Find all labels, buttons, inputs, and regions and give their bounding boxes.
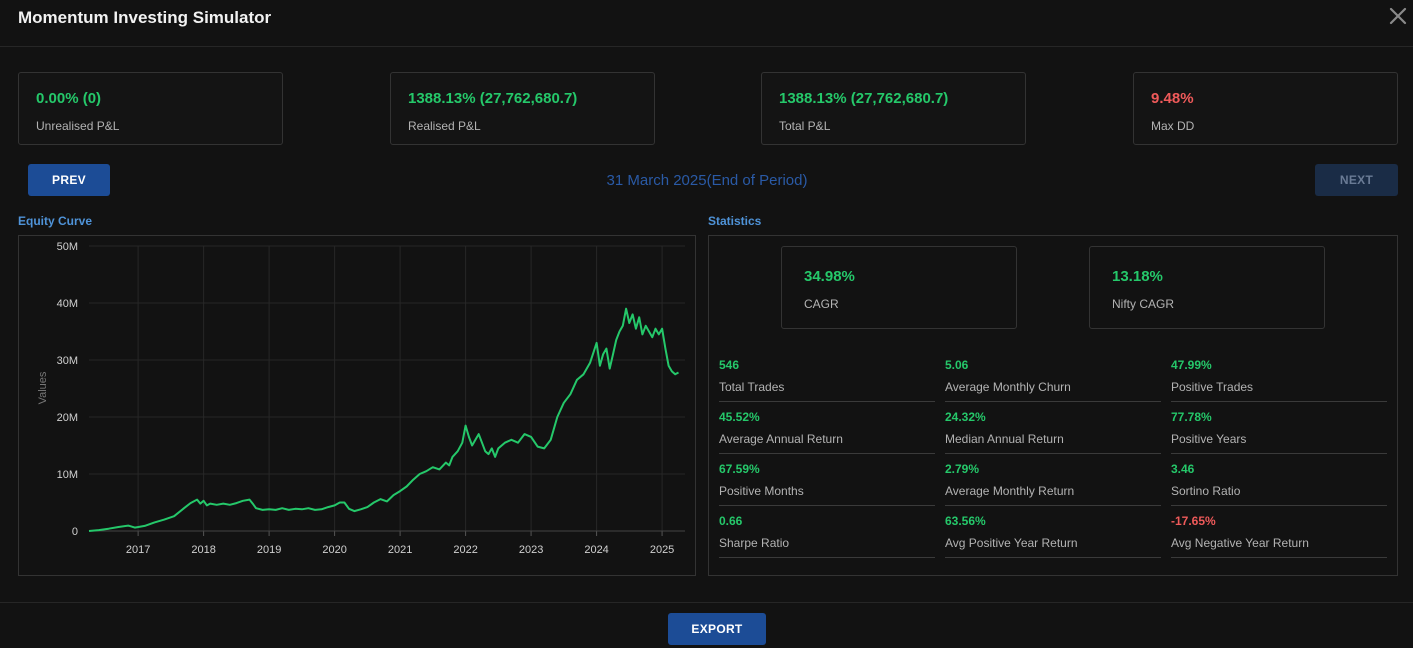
footer-divider <box>0 602 1413 603</box>
stat-value: 45.52% <box>719 410 760 424</box>
stat-positive-trades: 47.99% Positive Trades <box>1171 358 1387 402</box>
equity-chart: 0 10M 20M 30M 40M 50M 2017 2018 2019 2020 2021 2022… <box>37 241 685 556</box>
stat-sortino-ratio: 3.46 Sortino Ratio <box>1171 462 1387 506</box>
x-tick-label: 2021 <box>388 544 412 556</box>
stat-label: Positive Months <box>719 484 804 498</box>
stat-value: 546 <box>719 358 740 372</box>
statistics-title: Statistics <box>708 214 762 228</box>
x-tick-label: 2024 <box>584 544 608 556</box>
cagr-label: CAGR <box>804 297 839 311</box>
stat-sharpe-ratio: 0.66 Sharpe Ratio <box>719 514 935 558</box>
cagr-card: 34.98% CAGR <box>781 246 1017 329</box>
equity-series-line <box>88 307 679 532</box>
y-tick-label: 10M <box>57 469 78 481</box>
stat-value: 2.79% <box>945 462 980 476</box>
stat-label: Avg Positive Year Return <box>945 536 1078 550</box>
export-button[interactable]: EXPORT <box>668 613 766 645</box>
stat-average-monthly-churn: 5.06 Average Monthly Churn <box>945 358 1161 402</box>
stat-label: Positive Trades <box>1171 380 1254 394</box>
stat-label: Avg Negative Year Return <box>1171 536 1309 550</box>
max-dd-value: 9.48% <box>1151 90 1194 107</box>
stat-value: 63.56% <box>945 514 986 528</box>
stat-value: 0.66 <box>719 514 743 528</box>
equity-curve-title: Equity Curve <box>18 214 93 228</box>
equity-chart-panel: 0 10M 20M 30M 40M 50M 2017 2018 2019 2020 2021 2022… <box>18 235 696 576</box>
stat-value: 24.32% <box>945 410 986 424</box>
max-dd-label: Max DD <box>1151 119 1195 133</box>
stat-positive-months: 67.59% Positive Months <box>719 462 935 506</box>
y-axis-label: Values <box>37 371 49 404</box>
stat-average-monthly-return: 2.79% Average Monthly Return <box>945 462 1161 506</box>
y-tick-label: 0 <box>72 526 78 538</box>
nifty-cagr-value: 13.18% <box>1112 268 1163 285</box>
stat-value: 3.46 <box>1171 462 1195 476</box>
x-tick-label: 2022 <box>453 544 477 556</box>
stat-label: Average Monthly Return <box>945 484 1075 498</box>
y-tick-label: 20M <box>57 412 78 424</box>
realised-pl-card: 1388.13% (27,762,680.7) Realised P&L <box>390 72 655 145</box>
prev-button[interactable]: PREV <box>28 164 110 196</box>
stat-label: Total Trades <box>719 380 785 394</box>
x-tick-label: 2019 <box>257 544 281 556</box>
realised-pl-label: Realised P&L <box>408 119 481 133</box>
statistics-panel: 34.98% CAGR 13.18% Nifty CAGR 546 Total … <box>708 235 1398 576</box>
stat-label: Sharpe Ratio <box>719 536 790 550</box>
y-tick-label: 50M <box>57 241 78 253</box>
stat-label: Median Annual Return <box>945 432 1064 446</box>
total-pl-label: Total P&L <box>779 119 831 133</box>
stat-label: Average Annual Return <box>719 432 843 446</box>
dialog-header: Momentum Investing Simulator <box>0 0 1413 47</box>
realised-pl-value: 1388.13% (27,762,680.7) <box>408 90 578 107</box>
dialog-title: Momentum Investing Simulator <box>18 8 272 27</box>
nifty-cagr-label: Nifty CAGR <box>1112 297 1175 311</box>
unrealised-pl-card: 0.00% (0) Unrealised P&L <box>18 72 283 145</box>
stat-value: 67.59% <box>719 462 760 476</box>
stat-median-annual-return: 24.32% Median Annual Return <box>945 410 1161 454</box>
stat-label: Sortino Ratio <box>1171 484 1241 498</box>
nifty-cagr-card: 13.18% Nifty CAGR <box>1089 246 1325 329</box>
x-tick-label: 2017 <box>126 544 150 556</box>
stat-avg-negative-year-return: -17.65% Avg Negative Year Return <box>1171 514 1387 558</box>
x-tick-label: 2025 <box>650 544 674 556</box>
stat-label: Average Monthly Churn <box>945 380 1071 394</box>
close-icon[interactable] <box>1387 5 1409 27</box>
y-tick-label: 30M <box>57 355 78 367</box>
unrealised-pl-value: 0.00% (0) <box>36 90 102 107</box>
stat-total-trades: 546 Total Trades <box>719 358 935 402</box>
x-tick-label: 2018 <box>191 544 215 556</box>
stat-value: -17.65% <box>1171 514 1216 528</box>
max-dd-card: 9.48% Max DD <box>1133 72 1398 145</box>
unrealised-pl-label: Unrealised P&L <box>36 119 120 133</box>
x-tick-label: 2023 <box>519 544 543 556</box>
stat-average-annual-return: 45.52% Average Annual Return <box>719 410 935 454</box>
next-button[interactable]: NEXT <box>1315 164 1398 196</box>
stat-avg-positive-year-return: 63.56% Avg Positive Year Return <box>945 514 1161 558</box>
stat-label: Positive Years <box>1171 432 1247 446</box>
stat-value: 47.99% <box>1171 358 1212 372</box>
total-pl-card: 1388.13% (27,762,680.7) Total P&L <box>761 72 1026 145</box>
stat-positive-years: 77.78% Positive Years <box>1171 410 1387 454</box>
y-tick-label: 40M <box>57 298 78 310</box>
period-label: 31 March 2025(End of Period) <box>606 172 808 189</box>
stat-value: 77.78% <box>1171 410 1212 424</box>
stat-value: 5.06 <box>945 358 969 372</box>
total-pl-value: 1388.13% (27,762,680.7) <box>779 90 949 107</box>
x-tick-label: 2020 <box>322 544 346 556</box>
cagr-value: 34.98% <box>804 268 855 285</box>
